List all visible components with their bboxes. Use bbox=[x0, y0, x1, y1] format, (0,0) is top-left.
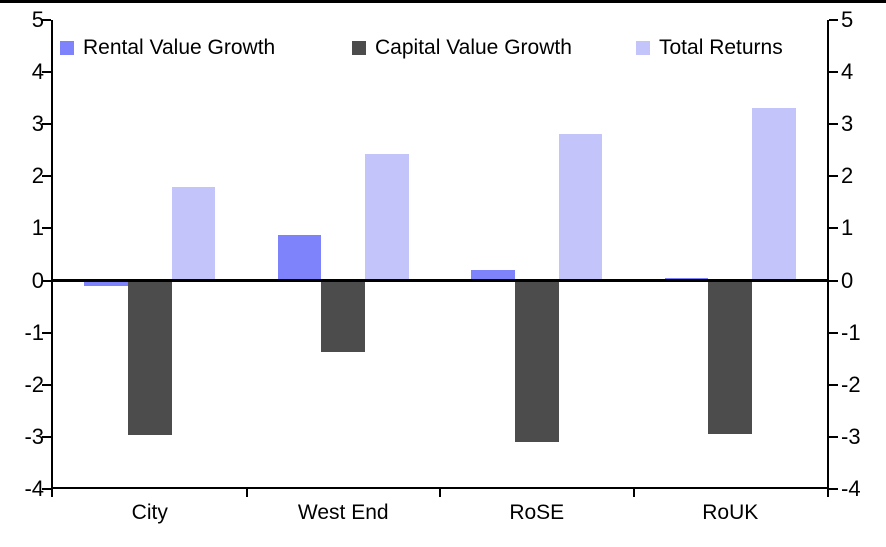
legend-label: Total Returns bbox=[659, 36, 783, 59]
y-axis-tick-left bbox=[42, 435, 51, 438]
y-axis-tick-right bbox=[829, 123, 838, 126]
y-axis-tick-label-left: -3 bbox=[24, 423, 44, 449]
legend-swatch-rental-value-growth-icon bbox=[60, 41, 74, 55]
x-axis-label-rouk: RoUK bbox=[702, 501, 759, 524]
y-axis-tick-left bbox=[42, 383, 51, 386]
x-axis-label-west-end: West End bbox=[297, 501, 389, 524]
y-axis-tick-label-left: -1 bbox=[24, 319, 44, 345]
legend-swatch-capital-value-growth-icon bbox=[352, 41, 366, 55]
y-axis-tick-label-right: -4 bbox=[841, 476, 861, 501]
y-axis-tick-left bbox=[42, 279, 51, 282]
y-axis-tick-label-left: -4 bbox=[24, 476, 44, 501]
y-axis-tick-label-right: 4 bbox=[841, 59, 854, 85]
plot-area bbox=[42, 19, 838, 497]
bar-capital-value-growth-west-end bbox=[321, 280, 365, 352]
y-axis-tick-right bbox=[829, 227, 838, 230]
y-axis-tick-right bbox=[829, 71, 838, 74]
y-axis-tick-left bbox=[42, 123, 51, 126]
bar-total-returns-rose bbox=[558, 133, 603, 281]
y-axis-tick-right bbox=[829, 279, 838, 282]
y-axis-tick-right bbox=[829, 331, 838, 334]
y-axis-tick-left bbox=[42, 71, 51, 74]
y-axis-tick-left bbox=[42, 19, 51, 21]
y-axis-tick-left bbox=[42, 488, 51, 490]
legend-label: Rental Value Growth bbox=[83, 36, 276, 59]
chart-top-border bbox=[0, 0, 886, 3]
y-axis-tick-label-right: -2 bbox=[841, 371, 861, 397]
y-axis-tick-label-right: 3 bbox=[841, 111, 854, 137]
y-axis-tick-right bbox=[829, 488, 838, 490]
y-axis-tick-label-left: 3 bbox=[31, 111, 44, 137]
x-axis-tick bbox=[245, 489, 248, 497]
y-axis-tick-label-right: -3 bbox=[841, 423, 861, 449]
y-axis-tick-right bbox=[829, 19, 838, 21]
x-axis-tick bbox=[439, 489, 441, 497]
bar-capital-value-growth-city bbox=[127, 280, 172, 436]
y-axis-tick-right bbox=[829, 383, 838, 386]
zero-line bbox=[51, 279, 829, 283]
x-axis-label-city: City bbox=[131, 501, 168, 524]
legend: Rental Value Growth Capital Value Growth… bbox=[0, 34, 886, 62]
bar-rental-value-growth-rose bbox=[471, 270, 515, 281]
y-axis-left bbox=[51, 20, 53, 497]
y-axis-tick-label-right: 0 bbox=[841, 267, 854, 293]
legend-label: Capital Value Growth bbox=[375, 36, 572, 59]
y-axis-tick-right bbox=[829, 175, 838, 178]
y-axis-tick-left bbox=[42, 175, 51, 178]
y-axis-tick-label-left: -2 bbox=[24, 371, 44, 397]
x-axis-tick bbox=[632, 489, 635, 497]
x-axis bbox=[51, 487, 829, 489]
bar-total-returns-rouk bbox=[752, 107, 796, 281]
y-axis-tick-label-left: 2 bbox=[31, 163, 44, 189]
y-axis-tick-label-right: 1 bbox=[841, 215, 854, 241]
bar-total-returns-west-end bbox=[365, 153, 409, 281]
x-axis-label-rose: RoSE bbox=[509, 501, 565, 524]
y-axis-tick-label-left: 4 bbox=[31, 59, 44, 85]
bar-total-returns-city bbox=[171, 186, 216, 281]
y-axis-tick-label-left: 1 bbox=[31, 215, 44, 241]
legend-entry-total-returns: Total Returns bbox=[636, 34, 783, 62]
y-axis-tick-label-right: 5 bbox=[841, 7, 854, 32]
y-axis-tick-label-left: 5 bbox=[31, 7, 44, 32]
bar-rental-value-growth-city bbox=[84, 280, 128, 286]
y-axis-tick-label-right: 2 bbox=[841, 163, 854, 189]
bar-capital-value-growth-rose bbox=[514, 280, 559, 443]
legend-entry-capital-value-growth: Capital Value Growth bbox=[352, 34, 572, 62]
y-axis-tick-label-left: 0 bbox=[31, 267, 44, 293]
y-axis-tick-right bbox=[829, 435, 838, 438]
bar-rental-value-growth-west-end bbox=[277, 234, 322, 281]
x-axis-labels: City West End RoSE RoUK bbox=[53, 500, 827, 526]
y-axis-tick-label-right: -1 bbox=[841, 319, 861, 345]
legend-entry-rental-value-growth: Rental Value Growth bbox=[60, 34, 275, 62]
legend-swatch-total-returns-icon bbox=[636, 41, 650, 55]
bar-capital-value-growth-rouk bbox=[708, 280, 752, 435]
y-axis-right bbox=[827, 20, 829, 497]
y-axis-tick-left bbox=[42, 227, 51, 230]
y-axis-tick-left bbox=[42, 331, 51, 334]
